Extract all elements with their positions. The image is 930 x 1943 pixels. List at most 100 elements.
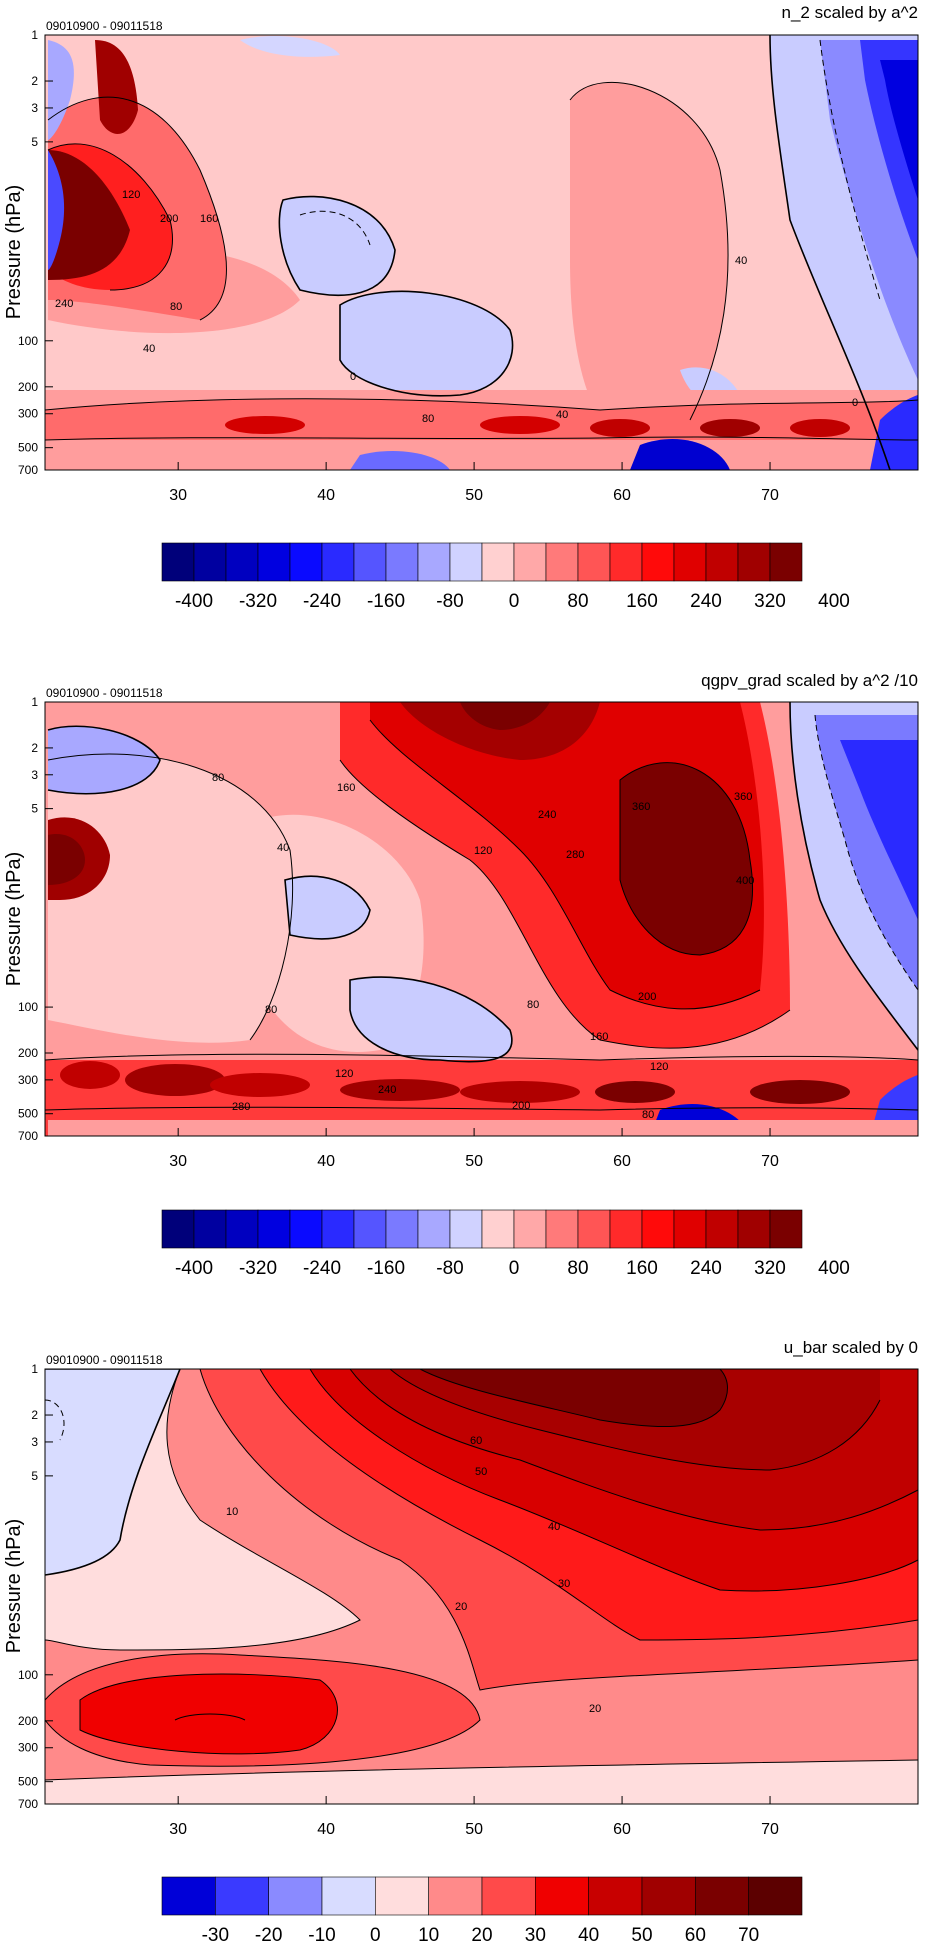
ubar-contour-label: 20 [455,1601,467,1613]
colorbar-swatch [417,542,451,582]
colorbar-swatch [385,542,419,582]
ubar-plot-frame [44,1368,919,1805]
colorbar-swatch [641,1209,675,1249]
colorbar-swatch [641,542,675,582]
panel-qgpv-grad: 80 160 40 120 240 280 360 360 400 80 80 … [3,671,919,1279]
colorbar-label: 30 [525,1925,546,1943]
qgpv-date-range: 09010900 - 09011518 [46,686,163,700]
colorbar-swatch [705,1209,739,1249]
colorbar-swatch [417,1209,451,1249]
ubar-colorbar: -30 -20 -10 0 10 20 30 40 50 60 70 [161,1876,803,1943]
qgpv-contour-label: 80 [265,1004,277,1016]
y-tick-label: 5 [31,135,38,149]
colorbar-swatch [769,542,803,582]
qgpv-contour-label: 160 [590,1031,608,1043]
n2-contour-label: 200 [160,213,178,225]
ubar-axes: 30 40 50 60 70 1 2 3 5 100 200 300 500 700 [18,1362,779,1838]
colorbar-label: -10 [308,1925,335,1943]
colorbar-label: -160 [367,1258,405,1279]
y-tick-label: 700 [18,1129,38,1143]
qgpv-contour-label: 360 [632,801,650,813]
n2-contour-label: 160 [200,213,218,225]
colorbar-swatch [428,1876,483,1916]
y-tick-label: 3 [31,101,38,115]
y-tick-label: 1 [31,1362,38,1376]
colorbar-label: 240 [690,1258,722,1279]
colorbar-swatch [268,1876,323,1916]
x-tick-label: 50 [465,1821,483,1838]
n2-date-range: 09010900 - 09011518 [46,19,163,33]
qgpv-contour-label: 160 [337,782,355,794]
n2-contour-label: 120 [122,189,140,201]
y-tick-label: 100 [18,1668,38,1682]
colorbar-swatch [705,542,739,582]
y-tick-label: 2 [31,741,38,755]
ubar-contour-label: 30 [558,1578,570,1590]
x-tick-label: 30 [169,487,187,504]
colorbar-label: 50 [631,1925,652,1943]
y-tick-label: 700 [18,463,38,477]
colorbar-swatch [513,1209,547,1249]
colorbar-label: -160 [367,591,405,612]
x-tick-label: 30 [169,1153,187,1170]
qgpv-colorbar: -400 -320 -240 -160 -80 0 80 160 240 320 400 [161,1209,850,1279]
colorbar-swatch [748,1876,803,1916]
colorbar-label: -400 [175,591,213,612]
y-tick-label: 1 [31,695,38,709]
colorbar-label: -80 [436,1258,463,1279]
colorbar-swatch [375,1876,429,1916]
colorbar-label: 10 [418,1925,439,1943]
qgpv-title: qgpv_grad scaled by a^2 /10 [701,671,918,690]
y-tick-label: 200 [18,380,38,394]
qgpv-contour-label: 80 [642,1109,654,1121]
colorbar-swatch [225,1209,259,1249]
colorbar-swatch [769,1209,803,1249]
colorbar-label: 0 [509,591,520,612]
n2-contour-label: 240 [55,298,73,310]
colorbar-label: 320 [754,591,786,612]
y-tick-label: 3 [31,768,38,782]
colorbar-swatch [449,542,483,582]
colorbar-label: 80 [567,1258,588,1279]
colorbar-swatch [289,1209,323,1249]
n2-colorbar: -400 -320 -240 -160 -80 0 80 160 240 320 400 [161,542,850,612]
colorbar-swatch [385,1209,419,1249]
x-tick-label: 70 [761,1821,779,1838]
colorbar-swatch [257,542,291,582]
colorbar-label: -320 [239,1258,277,1279]
y-tick-label: 5 [31,1469,38,1483]
colorbar-label: -240 [303,591,341,612]
colorbar-label: -80 [436,591,463,612]
y-tick-label: 2 [31,1408,38,1422]
colorbar-swatch [641,1876,696,1916]
colorbar-swatch [289,542,323,582]
colorbar-swatch [481,542,515,582]
colorbar-swatch [577,1209,611,1249]
qgpv-contour-label: 80 [527,999,539,1011]
n2-contour-label: 80 [170,301,182,313]
colorbar-label: 0 [370,1925,381,1943]
colorbar-swatch [695,1876,749,1916]
qgpv-contour-label: 240 [538,809,556,821]
colorbar-swatch [161,1876,216,1916]
colorbar-swatch [481,1876,536,1916]
n2-axes: 30 40 50 60 70 1 2 3 5 100 200 300 500 700 [18,28,779,504]
colorbar-swatch [225,542,259,582]
n2-title: n_2 scaled by a^2 [781,3,918,22]
colorbar-swatch [161,542,195,582]
x-tick-label: 40 [317,1153,335,1170]
colorbar-swatch [449,1209,483,1249]
qgpv-contour-label: 400 [736,875,754,887]
colorbar-swatch [737,1209,771,1249]
ubar-contour-label: 50 [475,1466,487,1478]
x-tick-label: 40 [317,1821,335,1838]
colorbar-swatch [321,542,355,582]
ubar-contour-label: 10 [226,1506,238,1518]
qgpv-contour-label: 200 [638,991,656,1003]
ubar-contour-label: 20 [589,1703,601,1715]
n2-contour-label: 40 [735,255,747,267]
y-tick-label: 300 [18,1741,38,1755]
colorbar-swatch [481,1209,515,1249]
n2-contour-label: 80 [422,413,434,425]
qgpv-contour-label: 240 [378,1084,396,1096]
